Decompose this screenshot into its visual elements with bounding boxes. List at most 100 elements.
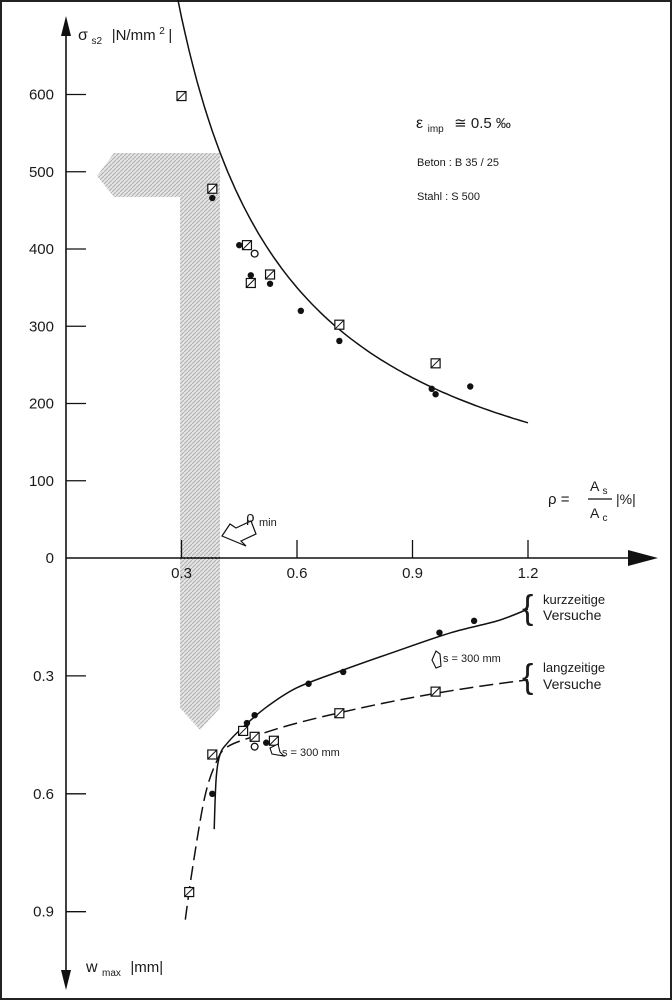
x-label-numerator: A s [590, 478, 607, 497]
stress-dot-marker [428, 385, 435, 393]
stress-square-marker [176, 90, 187, 102]
crack-curve-langzeitig [184, 679, 529, 920]
design-arrow-vertical [180, 197, 220, 730]
spacing-arrow-icon-2 [269, 743, 286, 757]
rho-min-pointer: ρ min [221, 509, 277, 547]
rho-min-label: ρ min [246, 509, 277, 529]
y-axis-arrow-top [61, 16, 71, 36]
label-kurz-2: Versuche [543, 607, 602, 623]
stress-open-circle-marker [250, 249, 259, 258]
y-tick-stress-label: 0 [46, 550, 54, 567]
y-tick-stress-label: 600 [29, 87, 54, 104]
square-marker-diagonal [207, 749, 218, 760]
stress-dot-marker [467, 383, 474, 390]
design-path-band [97, 153, 220, 730]
x-label-rho: ρ = [548, 491, 570, 508]
beton-annotation: Beton : B 35 / 25 [417, 157, 499, 169]
crack-dot-marker [470, 617, 478, 625]
y-top-unit: |N/mm [112, 27, 156, 44]
spacing-label-1: s = 300 mm [443, 653, 501, 665]
label-lang-2: Versuche [543, 676, 602, 692]
crack-square-marker [334, 708, 345, 719]
stress-dot-marker [336, 337, 343, 345]
x-label-unit: |%| [616, 491, 636, 507]
x-num-symbol: A [590, 478, 600, 494]
crack-square-marker [207, 749, 218, 760]
spacing-label-2: s = 300 mm [282, 747, 340, 759]
x-tick-label: 1.2 [518, 565, 539, 582]
stahl-annotation: Stahl : S 500 [417, 191, 480, 203]
y-bottom-symbol: w [85, 959, 98, 976]
eps-imp-annotation: ε imp ≅ 0.5 ‰ [416, 115, 511, 136]
square-marker-diagonal [242, 240, 252, 250]
crack-square-marker [184, 886, 195, 898]
data-markers [176, 90, 478, 898]
spacing-annotation-kurz: s = 300 mm [431, 650, 501, 669]
y-tick-stress-label: 200 [29, 396, 54, 413]
square-marker-diagonal [238, 726, 248, 736]
eps-symbol: ε [416, 115, 423, 132]
y-bottom-sub: max [102, 968, 121, 979]
stress-square-marker [430, 358, 441, 369]
stress-square-marker [207, 183, 218, 194]
y-tick-crack-label: 0.9 [33, 904, 54, 921]
x-tick-label: 0.6 [287, 565, 308, 582]
y-tick-stress-label: 400 [29, 241, 54, 258]
y-tick-stress-label: 100 [29, 473, 54, 490]
y-top-unit-close: | [168, 27, 172, 44]
crack-dot-marker [340, 668, 347, 676]
eps-value: ≅ 0.5 ‰ [454, 115, 511, 132]
x-num-sub: s [602, 486, 607, 497]
stress-dot-marker [236, 241, 243, 249]
square-marker-diagonal [207, 183, 218, 194]
crack-dot-marker [251, 712, 258, 719]
x-den-symbol: A [590, 505, 600, 521]
crack-dot-marker [209, 790, 216, 797]
x-den-sub: c [602, 513, 607, 524]
y-ticks-stress: 600 500 400 300 200 100 0 [29, 87, 86, 567]
brace-lang: { [522, 658, 533, 696]
square-marker-diagonal [334, 708, 345, 719]
spacing-annotation-lang: s = 300 mm [269, 743, 340, 759]
y-bottom-unit: |mm| [130, 959, 163, 976]
stress-dot-marker [247, 272, 254, 279]
label-kurz-1: kurzzeitige [543, 592, 605, 607]
design-arrow-horizontal [97, 153, 220, 197]
legend-kurzzeitige: { kurzzeitige Versuche [522, 589, 605, 627]
y-axis-bottom-label: w max |mm| [85, 959, 163, 980]
square-marker-diagonal [334, 319, 345, 330]
eps-sub: imp [428, 124, 445, 135]
spacing-arrow-icon-1 [431, 650, 442, 669]
y-axis-top-label: σ s2 |N/mm 2 | [78, 22, 172, 47]
rho-min-symbol: ρ [246, 509, 255, 526]
y-tick-crack-label: 0.6 [33, 786, 54, 803]
square-marker-diagonal [249, 731, 260, 742]
y-top-unit-sup: 2 [159, 26, 165, 37]
crack-square-marker [430, 686, 441, 697]
legend-langzeitige: { langzeitige Versuche [522, 658, 605, 696]
x-ticks: 0.3 0.6 0.9 1.2 [171, 540, 538, 582]
square-marker-diagonal [245, 278, 256, 288]
rho-min-arrow-icon [221, 520, 257, 547]
x-axis-label: ρ = A s A c |%| [548, 478, 636, 524]
fitted-curves [177, 0, 529, 920]
x-label-denominator: A c [590, 505, 607, 524]
axes [61, 16, 658, 990]
label-lang-1: langzeitige [543, 660, 605, 675]
y-tick-crack-label: 0.3 [33, 668, 54, 685]
crack-dot-marker [305, 680, 312, 687]
crack-dot-marker [243, 719, 251, 727]
crack-square-marker [249, 731, 260, 742]
y-ticks-crack: 0.3 0.6 0.9 [33, 668, 86, 921]
stress-fit-curve [177, 0, 529, 424]
crack-square-marker [268, 735, 279, 746]
stress-square-marker [245, 277, 256, 289]
stress-dot-marker [209, 194, 216, 202]
square-marker-diagonal [176, 91, 187, 101]
y-top-symbol: σ [78, 27, 88, 44]
stress-square-marker [264, 269, 276, 280]
crack-dot-marker [263, 739, 270, 746]
y-top-sub: s2 [92, 36, 103, 47]
